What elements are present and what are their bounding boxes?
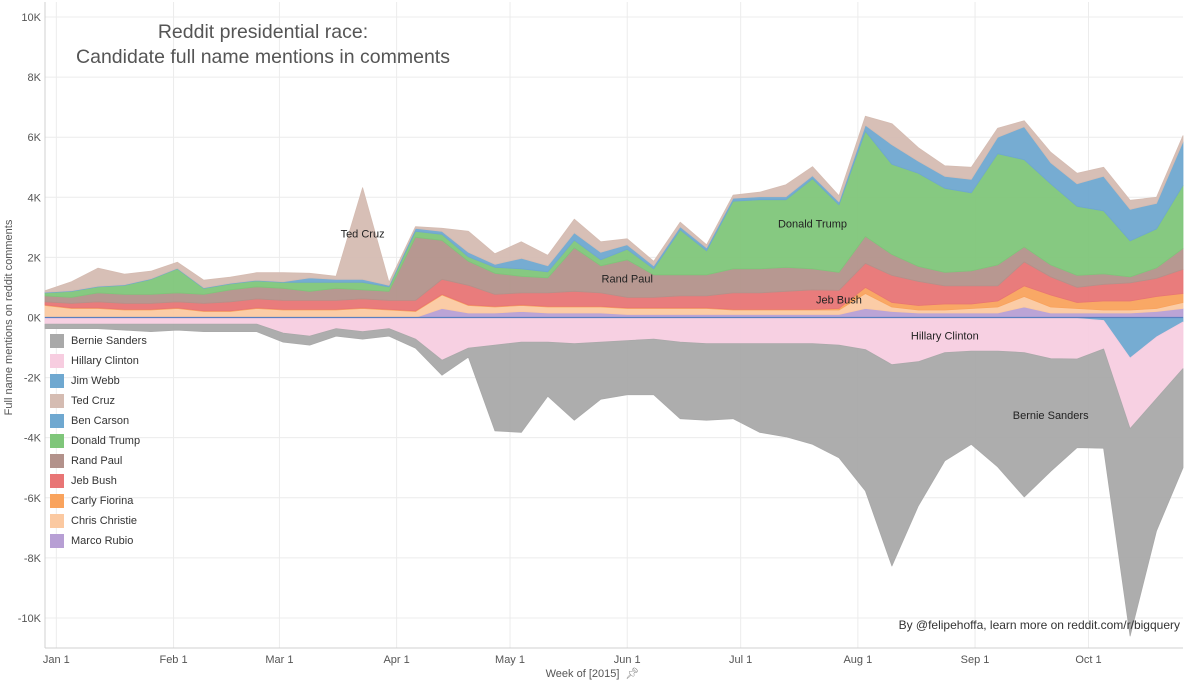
annotation-label: Rand Paul	[602, 274, 653, 286]
legend-label: Hillary Clinton	[71, 355, 139, 367]
area-ted-cruz	[44, 115, 1184, 293]
chart-title-line-2: Candidate full name mentions in comments	[76, 46, 450, 68]
legend-label: Marco Rubio	[71, 535, 134, 547]
legend-swatch	[50, 454, 64, 468]
annotations: Ted Cruz Rand Paul Donald Trump Jeb Bush Hil…	[341, 219, 1090, 422]
y-tick-label: -6K	[24, 493, 42, 505]
x-tick-label: Jul 1	[729, 654, 752, 666]
legend-label: Chris Christie	[71, 515, 138, 527]
legend-item[interactable]: Ted Cruz	[50, 391, 147, 411]
y-tick-label: 0K	[28, 312, 42, 324]
x-tick-label: May 1	[495, 654, 525, 666]
legend-swatch	[50, 434, 64, 448]
legend-item[interactable]: Jim Webb	[50, 371, 147, 391]
legend-item[interactable]: Hillary Clinton	[50, 351, 147, 371]
legend-swatch	[50, 494, 64, 508]
annotation-label: Ted Cruz	[341, 229, 385, 241]
y-tick-label: 10K	[21, 12, 41, 24]
legend-swatch	[50, 414, 64, 428]
x-tick-label: Jan 1	[43, 654, 70, 666]
pushpin-icon[interactable]: 📌︎	[625, 668, 640, 680]
annotation-label: Jeb Bush	[816, 294, 862, 306]
x-tick-label: Jun 1	[614, 654, 641, 666]
legend-label: Ben Carson	[71, 415, 130, 427]
y-axis-title: Full name mentions on reddit comments	[3, 219, 15, 415]
annotation-label: Hillary Clinton	[911, 330, 979, 342]
series-areas	[44, 115, 1184, 637]
legend-swatch	[50, 394, 64, 408]
legend-item[interactable]: Rand Paul	[50, 451, 147, 471]
x-axis-title: Week of [2015] 📌︎	[0, 667, 1185, 680]
y-tick-label: 8K	[28, 72, 42, 84]
legend-item[interactable]: Jeb Bush	[50, 471, 147, 491]
y-tick-label: -4K	[24, 433, 42, 445]
legend-swatch	[50, 534, 64, 548]
legend-item[interactable]: Donald Trump	[50, 431, 147, 451]
annotation-label: Bernie Sanders	[1013, 410, 1089, 422]
legend-item[interactable]: Carly Fiorina	[50, 491, 147, 511]
legend-item[interactable]: Marco Rubio	[50, 531, 147, 551]
credit-text: By @felipehoffa, learn more on reddit.co…	[898, 618, 1180, 632]
legend-label: Rand Paul	[71, 455, 123, 467]
legend-label: Donald Trump	[71, 435, 141, 447]
legend-swatch	[50, 514, 64, 528]
x-axis-title-text: Week of [2015]	[545, 668, 620, 680]
chart-title-line-1: Reddit presidential race:	[157, 21, 369, 43]
legend-item[interactable]: Ben Carson	[50, 411, 147, 431]
y-tick-label: -8K	[24, 553, 42, 565]
area-bernie-sanders	[44, 323, 1184, 637]
y-tick-label: -2K	[24, 373, 42, 385]
x-tick-label: Aug 1	[843, 654, 872, 666]
legend-item[interactable]: Chris Christie	[50, 511, 147, 531]
legend-label: Carly Fiorina	[71, 495, 134, 507]
y-tick-label: -10K	[18, 613, 42, 625]
x-tick-label: Sep 1	[961, 654, 990, 666]
y-tick-label: 2K	[28, 252, 42, 264]
y-tick-label: 6K	[28, 132, 42, 144]
x-tick-label: Apr 1	[383, 654, 409, 666]
legend-label: Bernie Sanders	[71, 335, 147, 347]
legend-swatch	[50, 374, 64, 388]
annotation-label: Donald Trump	[778, 219, 847, 231]
chart-title: Reddit presidential race: Candidate full…	[40, 20, 486, 70]
x-tick-label: Feb 1	[159, 654, 187, 666]
legend-swatch	[50, 474, 64, 488]
legend: Bernie Sanders Hillary Clinton Jim Webb Ted…	[50, 331, 147, 551]
legend-label: Jeb Bush	[71, 475, 117, 487]
legend-swatch	[50, 354, 64, 368]
x-tick-label: Mar 1	[265, 654, 293, 666]
legend-item[interactable]: Bernie Sanders	[50, 331, 147, 351]
x-tick-label: Oct 1	[1075, 654, 1101, 666]
legend-swatch	[50, 334, 64, 348]
legend-label: Jim Webb	[71, 375, 120, 387]
axes: -10K -8K -6K -4K -2K 0K 2K 4K 6K 8K 10K Jan 1 Feb 1 M…	[3, 12, 1102, 666]
y-tick-label: 4K	[28, 192, 42, 204]
legend-label: Ted Cruz	[71, 395, 116, 407]
